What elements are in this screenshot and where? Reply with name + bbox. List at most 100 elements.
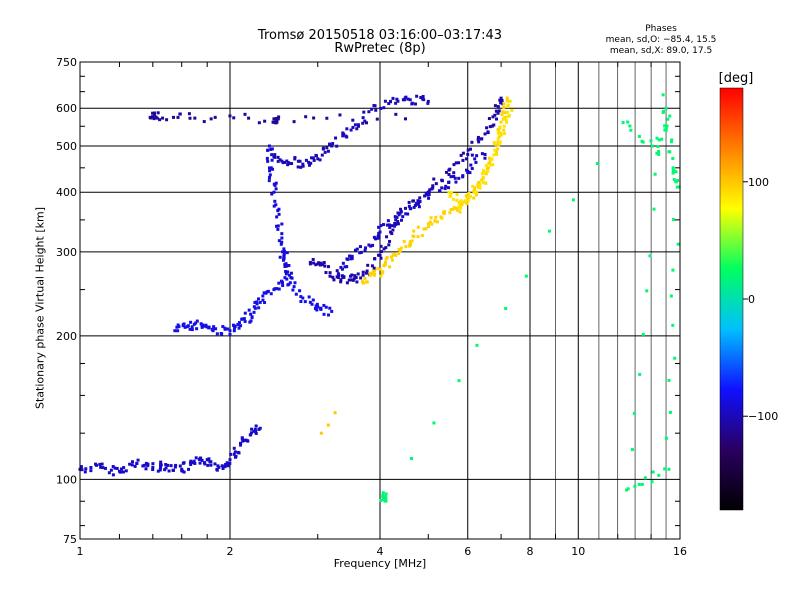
data-point bbox=[200, 458, 204, 462]
data-point bbox=[500, 113, 504, 117]
data-point bbox=[461, 175, 465, 179]
data-point bbox=[337, 273, 341, 277]
data-point bbox=[286, 161, 290, 165]
y-axis-ticks: 75 100 200 300 400 500 600 750 bbox=[56, 56, 680, 546]
data-point bbox=[388, 239, 392, 243]
data-point bbox=[390, 224, 394, 228]
data-point bbox=[214, 327, 218, 331]
data-point bbox=[469, 163, 473, 167]
data-point bbox=[428, 188, 432, 192]
scatter-points bbox=[78, 93, 681, 503]
data-point bbox=[481, 169, 485, 173]
data-point bbox=[382, 106, 386, 110]
data-point bbox=[447, 186, 451, 190]
data-point bbox=[279, 242, 283, 246]
data-point bbox=[420, 234, 424, 238]
data-point bbox=[233, 450, 237, 454]
data-point bbox=[444, 184, 448, 188]
data-point bbox=[350, 254, 354, 258]
data-point bbox=[655, 151, 659, 155]
data-point bbox=[228, 458, 232, 462]
data-point bbox=[171, 468, 175, 472]
stats-x-mode: mean, sd,X: 89.0, 17.5 bbox=[609, 46, 713, 56]
data-point bbox=[671, 323, 675, 327]
data-point bbox=[285, 264, 289, 268]
data-point bbox=[176, 115, 180, 119]
data-point bbox=[272, 190, 276, 194]
data-point bbox=[657, 473, 661, 477]
data-point bbox=[459, 199, 463, 203]
data-point bbox=[232, 452, 236, 456]
data-point bbox=[308, 300, 312, 304]
data-point bbox=[456, 208, 460, 212]
data-point bbox=[629, 128, 633, 132]
data-point bbox=[250, 315, 254, 319]
data-point bbox=[135, 461, 139, 465]
data-point bbox=[451, 197, 455, 201]
data-point bbox=[394, 101, 398, 105]
y-tick-label: 400 bbox=[56, 186, 77, 199]
data-point bbox=[457, 379, 461, 383]
data-point bbox=[335, 269, 339, 273]
data-point bbox=[198, 461, 202, 465]
data-point bbox=[458, 206, 462, 210]
data-point bbox=[328, 271, 332, 275]
data-point bbox=[488, 125, 492, 129]
data-point bbox=[384, 492, 388, 496]
data-point bbox=[355, 280, 359, 284]
data-point bbox=[325, 116, 329, 120]
data-point bbox=[283, 276, 287, 280]
data-point bbox=[244, 438, 248, 442]
data-point bbox=[368, 271, 372, 275]
data-point bbox=[637, 134, 641, 138]
data-point bbox=[455, 198, 459, 202]
data-point bbox=[111, 473, 115, 477]
data-point bbox=[152, 112, 156, 116]
data-point bbox=[374, 108, 378, 112]
data-point bbox=[630, 448, 634, 452]
data-point bbox=[414, 202, 418, 206]
data-point bbox=[409, 243, 413, 247]
data-point bbox=[423, 194, 427, 198]
data-point bbox=[383, 99, 387, 103]
data-point bbox=[261, 294, 265, 298]
data-point bbox=[677, 185, 681, 189]
data-point bbox=[262, 291, 266, 295]
data-point bbox=[301, 164, 305, 168]
data-point bbox=[243, 319, 247, 323]
data-point bbox=[496, 111, 500, 115]
data-point bbox=[379, 256, 383, 260]
data-point bbox=[109, 468, 113, 472]
data-point bbox=[457, 176, 461, 180]
data-point bbox=[221, 466, 225, 470]
data-point bbox=[331, 275, 335, 279]
data-point bbox=[307, 295, 311, 299]
data-point bbox=[83, 470, 87, 474]
data-point bbox=[266, 289, 270, 293]
data-point bbox=[424, 227, 428, 231]
data-point bbox=[239, 324, 243, 328]
y-tick-label: 600 bbox=[56, 102, 77, 115]
x-tick-label: 2 bbox=[227, 545, 234, 558]
data-point bbox=[276, 117, 280, 121]
data-point bbox=[282, 252, 286, 256]
data-point bbox=[373, 269, 377, 273]
data-point bbox=[483, 170, 487, 174]
data-point bbox=[270, 158, 274, 162]
data-point bbox=[151, 465, 155, 469]
data-point bbox=[506, 110, 510, 114]
data-point bbox=[497, 135, 501, 139]
data-point bbox=[181, 323, 185, 327]
data-point bbox=[672, 178, 676, 182]
data-point bbox=[638, 372, 642, 376]
data-point bbox=[384, 246, 388, 250]
data-point bbox=[353, 248, 357, 252]
data-point bbox=[427, 190, 431, 194]
data-point bbox=[267, 166, 271, 170]
data-point bbox=[394, 218, 398, 222]
data-point bbox=[144, 467, 148, 471]
data-point bbox=[316, 157, 320, 161]
data-point bbox=[322, 312, 326, 316]
data-point bbox=[307, 163, 311, 167]
data-point bbox=[247, 116, 251, 120]
